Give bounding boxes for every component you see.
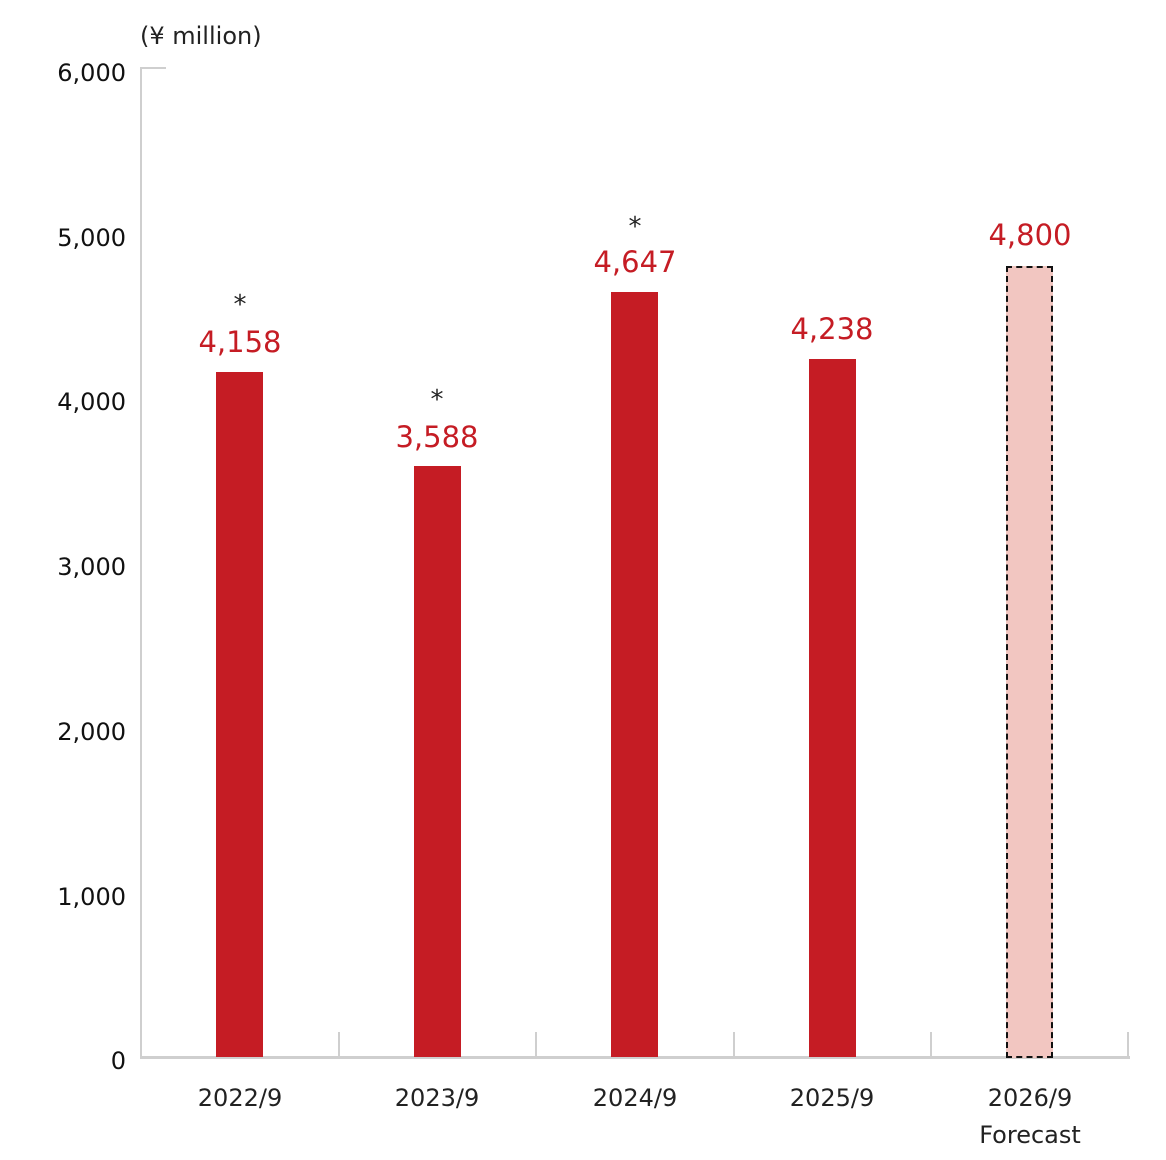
y-tick-label: 2,000 — [57, 718, 126, 746]
y-tick-label: 6,000 — [57, 59, 126, 87]
value-label: 4,800 — [988, 218, 1072, 252]
y-tick-label: 1,000 — [57, 883, 126, 911]
x-label: 2025/9 — [789, 1084, 875, 1112]
x-label: 2024/9 — [592, 1084, 678, 1112]
value-label: 4,647 — [593, 245, 677, 279]
annotation-asterisk: * — [628, 212, 642, 242]
y-axis-cap — [140, 67, 166, 69]
x-tick — [338, 1032, 340, 1057]
y-tick-label: 4,000 — [57, 388, 126, 416]
bar-2023-9 — [414, 466, 461, 1057]
unit-label: (¥ million) — [140, 22, 262, 50]
x-tick — [930, 1032, 932, 1057]
x-axis-line — [140, 1056, 1130, 1059]
x-label: 2023/9 — [394, 1084, 480, 1112]
value-label: 3,588 — [395, 420, 479, 454]
x-label: 2022/9 — [197, 1084, 283, 1112]
y-axis-line — [140, 68, 142, 1058]
bar-2022-9 — [216, 372, 263, 1057]
y-tick-label: 5,000 — [57, 224, 126, 252]
annotation-asterisk: * — [233, 290, 247, 320]
y-tick-label: 0 — [110, 1047, 126, 1075]
bar-2025-9 — [809, 359, 856, 1057]
x-sublabel-forecast: Forecast — [979, 1121, 1081, 1149]
x-tick — [535, 1032, 537, 1057]
bar-2026-9-forecast — [1006, 266, 1053, 1058]
x-tick — [1127, 1032, 1129, 1057]
x-tick — [733, 1032, 735, 1057]
annotation-asterisk: * — [430, 385, 444, 415]
value-label: 4,158 — [198, 325, 282, 359]
x-label: 2026/9 — [987, 1084, 1073, 1112]
y-tick-label: 3,000 — [57, 553, 126, 581]
bar-2024-9 — [611, 292, 658, 1057]
value-label: 4,238 — [790, 312, 874, 346]
